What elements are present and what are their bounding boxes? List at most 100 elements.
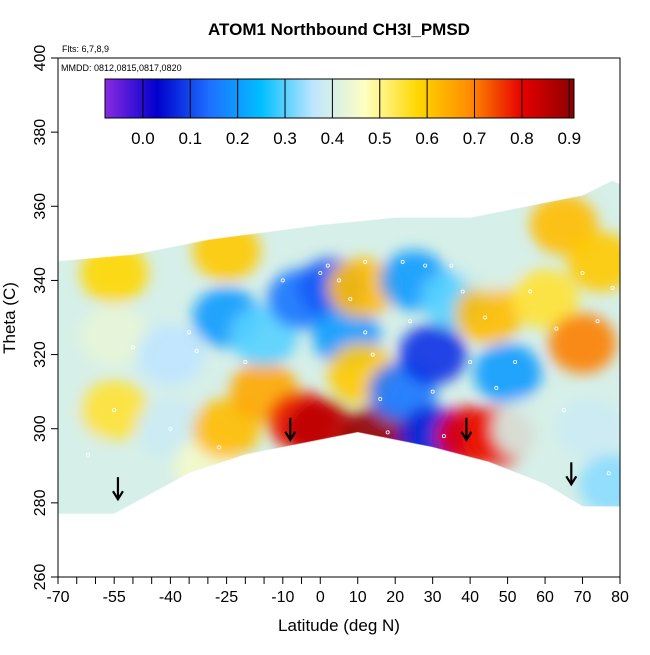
sample-point xyxy=(187,330,192,335)
dates-note: MMDD: 0812,0815,0817,0820 xyxy=(61,63,182,73)
colorbar-tick-label: 0.4 xyxy=(321,129,345,148)
colorbar-tick-label: 0.5 xyxy=(368,129,392,148)
colorbar-tick-label: 0.6 xyxy=(415,129,439,148)
sample-point xyxy=(408,319,413,324)
chart-title: ATOM1 Northbound CH3I_PMSD xyxy=(208,20,470,39)
tropopause-arrow xyxy=(112,477,124,502)
heatmap-cell xyxy=(327,257,396,318)
tropopause-arrow xyxy=(565,462,578,487)
x-tick-label: -70 xyxy=(46,589,69,606)
heatmap-cell xyxy=(548,313,617,374)
sample-point xyxy=(449,263,454,268)
y-tick-label: 280 xyxy=(32,489,49,516)
heatmap-cell xyxy=(454,283,523,344)
x-tick-label: 0 xyxy=(316,589,325,606)
sample-point xyxy=(325,263,330,268)
sample-point xyxy=(513,359,518,364)
y-tick-label: 340 xyxy=(32,267,49,294)
flights-note: Flts: 6,7,8,9 xyxy=(62,44,109,54)
colorbar: 0.0 0.1 0.2 0.3 0.4 0.5 0.6 0.7 0.8 0.9 xyxy=(104,78,581,148)
x-tick-label: 10 xyxy=(349,589,367,606)
colorbar-tick-label: 0.0 xyxy=(131,129,155,148)
sample-point xyxy=(130,345,135,350)
sample-points xyxy=(85,259,615,476)
sample-point xyxy=(423,263,428,268)
sample-point xyxy=(610,285,615,290)
colorbar-tick-label: 0.1 xyxy=(178,129,202,148)
sample-point xyxy=(363,330,368,335)
sample-point xyxy=(112,408,117,413)
sample-point xyxy=(217,445,222,450)
tropopause-arrow xyxy=(284,417,297,442)
sample-point xyxy=(400,259,405,264)
x-tick-label: 20 xyxy=(386,589,404,606)
x-tick-label: 50 xyxy=(499,589,517,606)
x-tick-label: 30 xyxy=(424,589,442,606)
heatmap-cell xyxy=(556,398,620,459)
sample-point xyxy=(561,408,566,413)
y-axis-label: Theta (C) xyxy=(0,282,19,354)
x-tick-label: -25 xyxy=(215,589,238,606)
heatmap-cell xyxy=(511,268,580,329)
colorbar-tick-label: 0.3 xyxy=(273,129,297,148)
sample-point xyxy=(606,471,611,476)
plot-frame xyxy=(57,57,621,578)
y-tick-label: 360 xyxy=(32,193,49,220)
colorbar-tick-label: 0.2 xyxy=(226,129,250,148)
heatmap-cell xyxy=(473,343,542,404)
sample-point xyxy=(580,271,585,276)
sample-point xyxy=(243,359,248,364)
y-tick-label: 300 xyxy=(32,415,49,442)
x-axis-label: Latitude (deg N) xyxy=(278,616,400,635)
heatmap-cell xyxy=(578,454,620,515)
x-tick-label: 60 xyxy=(536,589,554,606)
x-tick-label: 80 xyxy=(611,589,629,606)
sample-point xyxy=(378,397,383,402)
x-tick-label: -40 xyxy=(159,589,182,606)
y-tick-label: 400 xyxy=(32,45,49,72)
heatmap-cell xyxy=(454,231,523,292)
sample-point xyxy=(168,426,173,431)
y-axis: 260 280 300 320 340 360 380 400 xyxy=(32,45,58,591)
colorbar-tick-label: 0.7 xyxy=(463,129,487,148)
heatmap-field xyxy=(58,180,620,515)
sample-point xyxy=(85,452,90,457)
sample-point xyxy=(336,278,341,283)
heatmap-cell xyxy=(398,324,467,385)
x-axis: -70 -55 -40 -25 -10 0 10 20 30 40 50 60 70 80 xyxy=(46,577,629,606)
heatmap-region xyxy=(58,180,620,515)
y-tick-label: 320 xyxy=(32,341,49,368)
sample-point xyxy=(363,259,368,264)
heatmap-outline xyxy=(58,180,620,515)
x-tick-label: 70 xyxy=(574,589,592,606)
tropopause-arrows xyxy=(112,417,578,502)
sample-point xyxy=(468,359,473,364)
heatmap-cell xyxy=(567,231,620,292)
tropopause-arrow xyxy=(460,417,473,442)
sample-point xyxy=(494,385,499,390)
sample-point xyxy=(595,319,600,324)
sample-point xyxy=(441,434,446,439)
colorbar-tick-label: 0.8 xyxy=(510,129,534,148)
heatmap-cell xyxy=(80,306,149,367)
sample-point xyxy=(385,430,390,435)
heatmap-cell xyxy=(80,243,149,304)
y-tick-label: 380 xyxy=(32,119,49,146)
sample-point xyxy=(280,278,285,283)
colorbar-tick-label: 0.9 xyxy=(557,129,581,148)
sample-point xyxy=(483,315,488,320)
x-tick-label: -55 xyxy=(103,589,126,606)
sample-point xyxy=(528,289,533,294)
x-tick-label: 40 xyxy=(461,589,479,606)
heatmap-cell xyxy=(136,324,205,385)
sample-point xyxy=(554,326,559,331)
sample-point xyxy=(318,271,323,276)
sample-point xyxy=(370,352,375,357)
colorbar-gradient xyxy=(104,78,575,119)
heatmap-cell xyxy=(492,398,561,459)
heatmap-cell xyxy=(80,380,149,441)
y-tick-label: 260 xyxy=(32,564,49,591)
sample-point xyxy=(194,348,199,353)
